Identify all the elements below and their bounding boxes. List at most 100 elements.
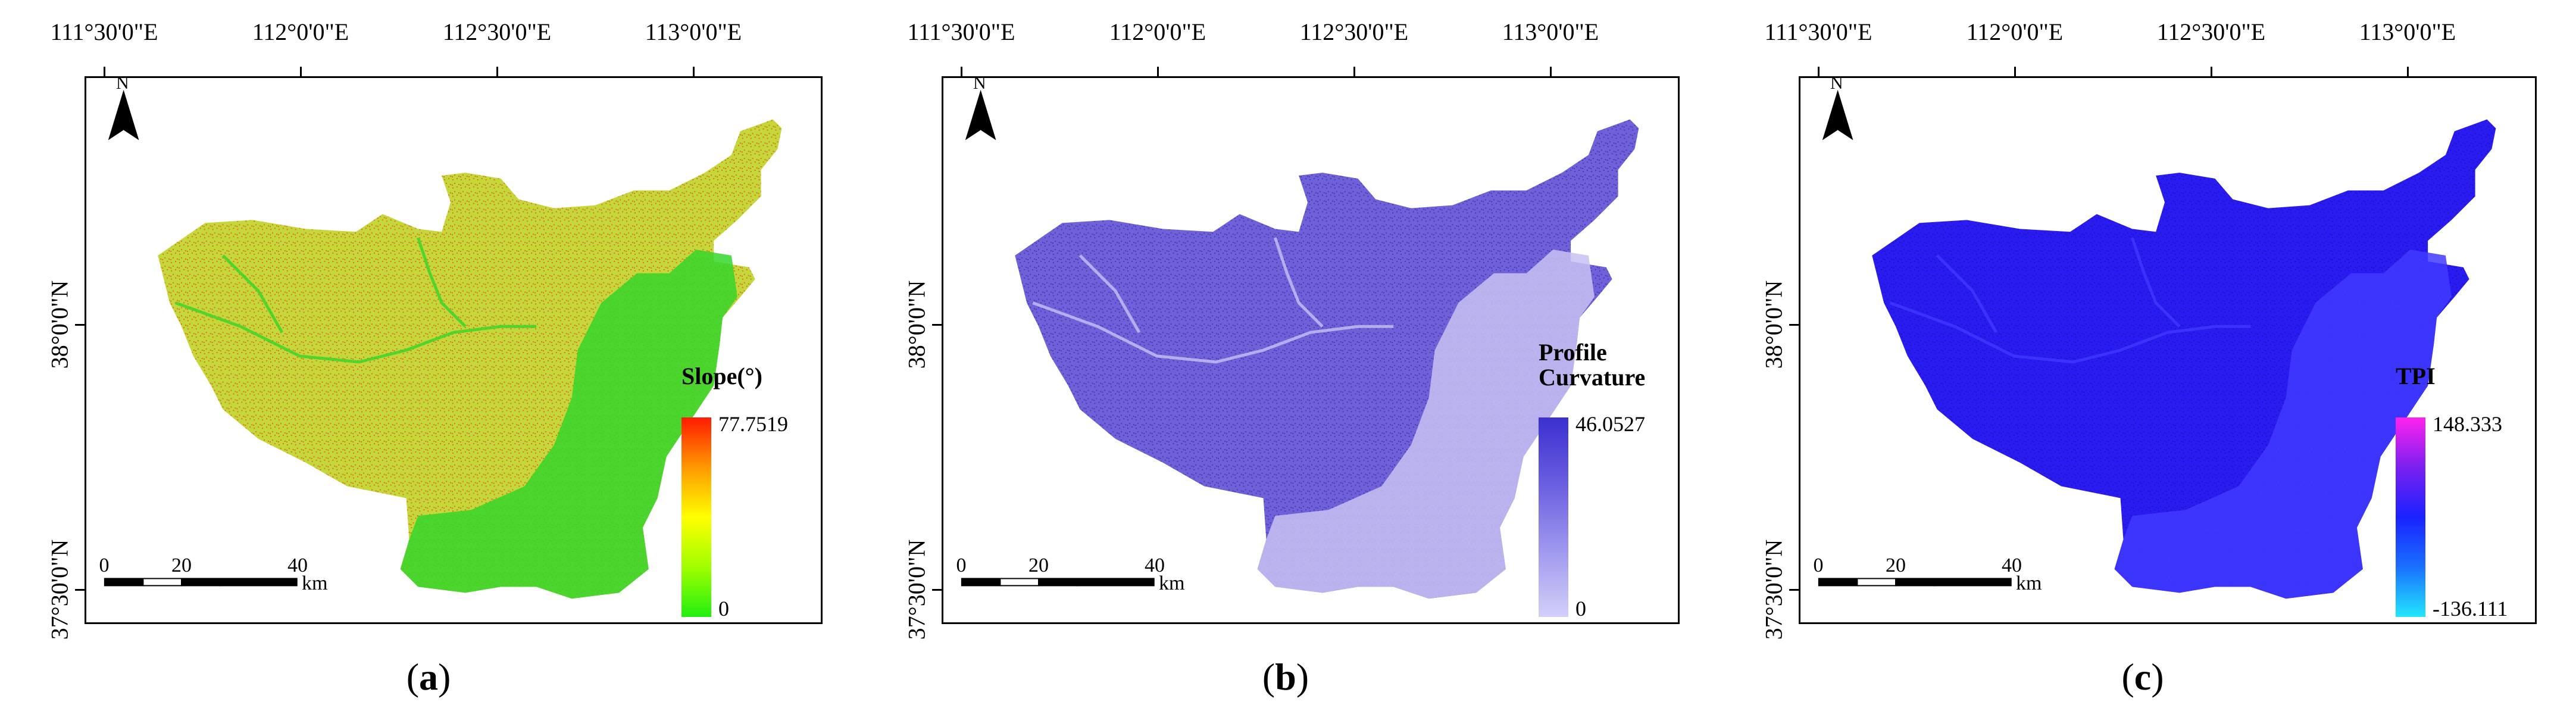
north-arrow-icon — [965, 89, 996, 141]
longitude-label: 113°0'0"E — [1502, 18, 1599, 45]
legend-color-ramp — [2396, 417, 2425, 617]
longitude-label: 112°0'0"E — [252, 18, 349, 45]
longitude-label: 113°0'0"E — [2359, 18, 2456, 45]
scale-bar-segment — [961, 578, 1001, 587]
longitude-tick — [1550, 67, 1552, 76]
scale-bar-tick: 0 — [99, 554, 110, 576]
longitude-label: 112°0'0"E — [1966, 18, 2064, 45]
legend-title: Profile Curvature — [1539, 340, 1645, 390]
scale-bar-segment — [104, 578, 144, 587]
latitude-tick — [932, 589, 942, 591]
latitude-label: 38°0'0"N — [46, 280, 73, 369]
latitude-tick — [1789, 589, 1799, 591]
north-label: N — [973, 76, 986, 93]
longitude-tick — [496, 67, 498, 76]
river-line — [2131, 237, 2181, 328]
latitude-label: 37°30'0"N — [1760, 539, 1787, 640]
latitude-tick — [75, 589, 85, 591]
river-line — [1274, 237, 1324, 328]
longitude-tick — [693, 67, 695, 76]
latitude-label: 37°30'0"N — [903, 539, 930, 640]
scale-bar-tick: 40 — [1145, 554, 1165, 576]
latitude-tick — [932, 324, 942, 326]
map-frame: N 0 20 40 km Profile Curvature 46.0527 0 — [942, 76, 1680, 624]
longitude-label: 113°0'0"E — [645, 18, 742, 45]
legend-title-line: Profile — [1539, 339, 1607, 366]
longitude-label: 112°30'0"E — [442, 18, 552, 45]
scale-bar-segment — [999, 578, 1039, 587]
scale-bar-segment — [142, 578, 182, 587]
longitude-tick — [104, 67, 105, 76]
longitude-tick — [2211, 67, 2212, 76]
scale-bar-tick: 0 — [1813, 554, 1824, 576]
river-line — [1032, 301, 1394, 364]
longitude-tick — [300, 67, 302, 76]
panel-caption: (b) — [1262, 656, 1309, 698]
eastern-valley-area — [1257, 250, 1595, 599]
longitude-tick — [961, 67, 962, 76]
panel-caption: (c) — [2121, 656, 2164, 698]
north-label: N — [1830, 76, 1843, 93]
map-panel-a: 111°30'0"E 112°0'0"E 112°30'0"E 113°0'0"E 38… — [0, 0, 857, 717]
legend-max-value: 77.7519 — [718, 412, 788, 436]
map-panel-c: 111°30'0"E 112°0'0"E 112°30'0"E 113°0'0"E 38… — [1714, 0, 2571, 717]
river-line — [1936, 254, 1998, 333]
legend-color-ramp — [1539, 417, 1568, 617]
scale-bar-segment — [1076, 578, 1155, 587]
north-label: N — [116, 76, 129, 93]
scale-bar-tick: 40 — [2002, 554, 2022, 576]
basin-raster-map — [104, 89, 782, 599]
scale-bar-segment — [1895, 578, 1935, 587]
legend-min-value: 0 — [1575, 597, 1586, 621]
longitude-label: 112°30'0"E — [1299, 18, 1409, 45]
river-line — [221, 254, 284, 333]
scale-bar-segment — [1856, 578, 1896, 587]
map-panel-b: 111°30'0"E 112°0'0"E 112°30'0"E 113°0'0"E 38… — [857, 0, 1714, 717]
legend-min-value: -136.111 — [2433, 597, 2508, 621]
panel-caption-letter: b — [1275, 656, 1296, 698]
latitude-label: 38°0'0"N — [903, 280, 930, 369]
scale-bar-tick: 20 — [1028, 554, 1049, 576]
basin-raster-map — [961, 89, 1639, 599]
legend-min-value: 0 — [718, 597, 729, 621]
longitude-label: 112°0'0"E — [1109, 18, 1206, 45]
river-line — [1078, 254, 1141, 333]
north-arrow-icon — [1822, 89, 1853, 141]
river-line — [417, 237, 467, 328]
longitude-tick — [1353, 67, 1355, 76]
longitude-label: 112°30'0"E — [2156, 18, 2266, 45]
latitude-tick — [75, 324, 85, 326]
legend-title-line: TPI — [2396, 363, 2436, 389]
legend-color-ramp — [681, 417, 711, 617]
legend-title-line: Curvature — [1539, 364, 1646, 391]
scale-bar-segment — [1933, 578, 2012, 587]
scale-bar-tick: 0 — [956, 554, 967, 576]
map-frame: N 0 20 40 km Slope(°) 77.7519 0 — [85, 76, 823, 624]
longitude-label: 111°30'0"E — [1764, 18, 1872, 45]
legend-max-value: 46.0527 — [1575, 412, 1645, 436]
map-frame: N 0 20 40 km TPI 148.333 -136.111 — [1799, 76, 2537, 624]
river-line — [175, 301, 537, 364]
legend-max-value: 148.333 — [2433, 412, 2502, 436]
latitude-label: 37°30'0"N — [46, 539, 73, 640]
legend-title: TPI — [2396, 364, 2436, 389]
eastern-valley-area — [400, 250, 737, 599]
panel-caption-letter: a — [419, 656, 438, 698]
north-arrow-icon — [108, 89, 139, 141]
eastern-valley-area — [2114, 250, 2452, 599]
latitude-label: 38°0'0"N — [1760, 280, 1787, 369]
scale-bar-segment — [1038, 578, 1078, 587]
panel-caption-letter: c — [2134, 656, 2152, 698]
scale-bar-tick: 20 — [1886, 554, 1906, 576]
scale-bar-segment — [219, 578, 298, 587]
longitude-tick — [1157, 67, 1159, 76]
legend-title: Slope(°) — [681, 364, 762, 389]
longitude-label: 111°30'0"E — [907, 18, 1015, 45]
panel-caption: (a) — [406, 656, 451, 698]
longitude-tick — [2014, 67, 2016, 76]
longitude-label: 111°30'0"E — [50, 18, 158, 45]
basin-raster-map — [1818, 89, 2496, 599]
longitude-tick — [1818, 67, 1820, 76]
latitude-tick — [1789, 324, 1799, 326]
legend-title-line: Slope(°) — [681, 363, 762, 389]
